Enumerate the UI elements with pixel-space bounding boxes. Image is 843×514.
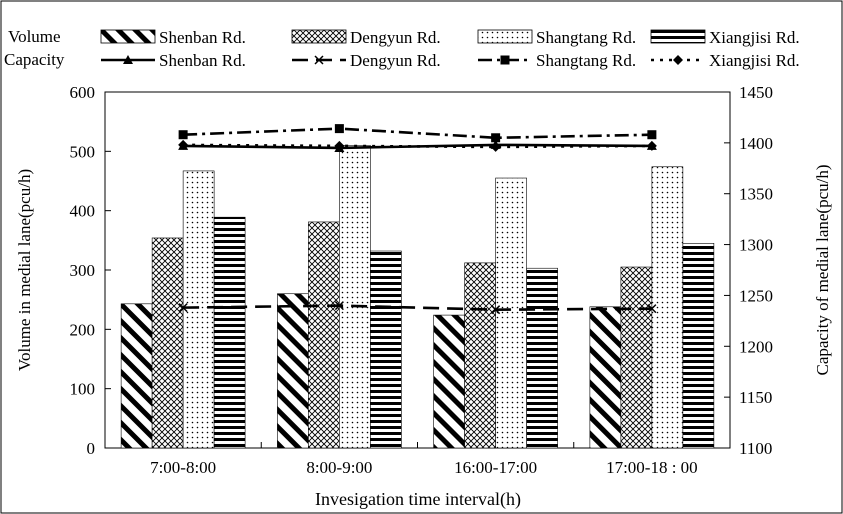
y-right-tick-label-7: 1450 — [739, 83, 773, 102]
y-left-tick-label-2: 200 — [70, 320, 96, 339]
point-capacity-xiangjisi-3 — [646, 140, 657, 151]
y-axis-right-label: Capacity of medial lane(pcu/h) — [813, 165, 832, 376]
legend-label-capacity-shangtang: Shangtang Rd. — [536, 51, 636, 70]
bar-xiangjisi-0 — [213, 216, 246, 449]
x-tick-label-3: 17:00-18 : 00 — [606, 458, 698, 477]
legend-label-volume-shangtang: Shangtang Rd. — [536, 28, 636, 47]
bar-xiangjisi-3 — [682, 243, 715, 449]
legend-label-volume-dengyun: Dengyun Rd. — [350, 28, 441, 47]
point-capacity-xiangjisi-0 — [178, 139, 189, 150]
legend-label-volume-xiangjisi: Xiangjisi Rd. — [709, 28, 800, 47]
legend-swatch-volume-shenban — [100, 29, 156, 44]
y-left-tick-label-1: 100 — [70, 380, 96, 399]
legend-label-volume-shenban: Shenban Rd. — [159, 28, 246, 47]
y-left-tick-label-0: 0 — [87, 439, 96, 458]
y-left-tick-label-6: 600 — [70, 83, 96, 102]
legend-swatch-volume-shangtang — [477, 29, 533, 44]
x-axis-label: Invesigation time interval(h) — [315, 489, 521, 510]
point-capacity-dengyun-0 — [178, 303, 188, 313]
legend-row-label-volume: Volume — [8, 27, 61, 46]
bar-shangtang-3 — [651, 166, 684, 449]
legend-swatch-volume-xiangjisi — [650, 29, 706, 44]
legend: Volume Capacity Shenban Rd. Dengyun Rd. Sh… — [4, 27, 800, 70]
point-capacity-dengyun-1 — [334, 301, 344, 311]
y-left-tick-label-3: 300 — [70, 261, 96, 280]
x-tick-label-2: 16:00-17:00 — [454, 458, 537, 477]
bar-xiangjisi-2 — [526, 267, 558, 449]
y-left-tick-label-5: 500 — [70, 142, 96, 161]
line-capacity-dengyun — [183, 304, 652, 311]
y-left-tick-label-4: 400 — [70, 202, 96, 221]
legend-label-capacity-dengyun: Dengyun Rd. — [350, 51, 441, 70]
point-capacity-shangtang-0 — [178, 130, 188, 140]
point-capacity-dengyun-2 — [491, 305, 501, 315]
bar-shangtang-0 — [182, 170, 215, 449]
bar-shangtang-2 — [495, 177, 527, 449]
point-capacity-xiangjisi-2 — [490, 141, 501, 152]
lines-group — [178, 124, 657, 315]
y-right-tick-label-4: 1300 — [739, 236, 773, 255]
y-right-tick-label-1: 1150 — [739, 388, 772, 407]
point-capacity-shangtang-1 — [334, 124, 344, 134]
bar-shangtang-1 — [339, 145, 371, 449]
bar-dengyun-3 — [620, 266, 653, 449]
legend-label-capacity-xiangjisi: Xiangjisi Rd. — [709, 51, 800, 70]
bar-shenban-0 — [120, 303, 153, 449]
bar-shenban-1 — [277, 293, 309, 449]
legend-marker-capacity-xiangjisi — [673, 55, 683, 65]
legend-marker-capacity-dengyun — [314, 55, 324, 65]
bars-group — [120, 145, 715, 449]
bar-shenban-3 — [589, 306, 622, 449]
legend-swatch-volume-dengyun — [291, 29, 347, 44]
bar-xiangjisi-1 — [370, 250, 402, 449]
point-capacity-shangtang-3 — [647, 130, 657, 140]
y-right-tick-label-3: 1250 — [739, 286, 773, 305]
y-right-tick-label-6: 1400 — [739, 134, 773, 153]
y-axis-left-label: Volume in medial lane(pcu/h) — [15, 169, 34, 371]
y-right-tick-label-0: 1100 — [739, 439, 772, 458]
legend-row-label-capacity: Capacity — [4, 50, 65, 69]
bar-shenban-2 — [433, 314, 465, 449]
bar-dengyun-1 — [308, 221, 340, 449]
legend-marker-capacity-shenban — [123, 55, 133, 64]
legend-label-capacity-shenban: Shenban Rd. — [159, 51, 246, 70]
bar-dengyun-2 — [464, 262, 496, 449]
line-capacity-xiangjisi — [183, 143, 652, 149]
bar-dengyun-0 — [151, 237, 184, 449]
y-right-tick-label-2: 1200 — [739, 337, 773, 356]
point-capacity-xiangjisi-1 — [334, 140, 345, 151]
point-capacity-dengyun-3 — [647, 304, 657, 314]
axes-group: 0 100 200 300 400 500 600 1100 1150 1200 1250 1300 1… — [70, 83, 774, 477]
x-tick-label-1: 8:00-9:00 — [306, 458, 372, 477]
x-tick-label-0: 7:00-8:00 — [150, 458, 216, 477]
legend-marker-capacity-shangtang — [500, 55, 510, 65]
y-right-tick-label-5: 1350 — [739, 185, 773, 204]
point-capacity-shangtang-2 — [491, 133, 501, 143]
line-capacity-shangtang — [183, 127, 652, 140]
